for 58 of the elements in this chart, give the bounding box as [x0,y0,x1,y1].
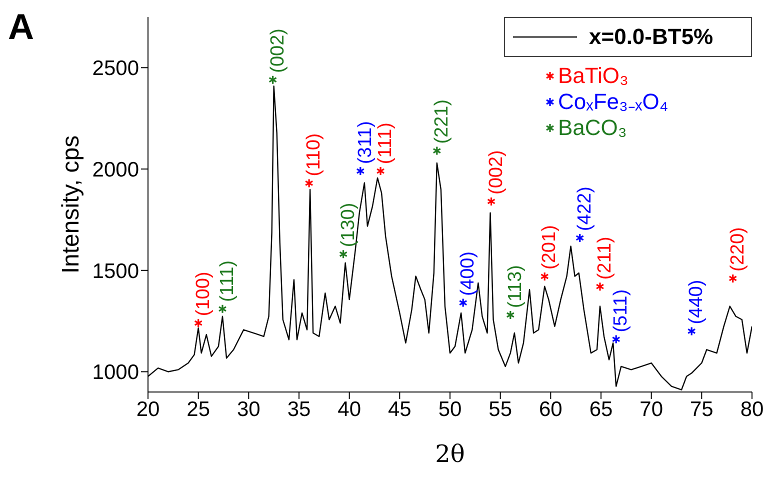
annotation: (110) [304,133,325,176]
point [576,233,584,243]
annotation: (100) [192,272,214,316]
point [218,304,227,314]
x-tick-label: 30 [236,398,260,421]
point [268,75,278,85]
annotation: (111) [216,260,238,302]
point [596,282,604,292]
annotation: (111) [375,122,396,164]
point [612,334,620,344]
annotation: (201) [539,225,560,270]
x-tick-label: 75 [690,398,714,421]
annotation: (002) [486,150,507,194]
annotation: (130) [338,202,359,248]
y-tick-label: 1000 [92,361,139,384]
x-tick-label: 25 [186,398,210,421]
annotation: (422) [574,186,596,231]
x-axis-title: 2θ [435,440,465,468]
y-tick-label: 1500 [92,260,139,283]
point [506,310,515,320]
x-tick-label: 35 [287,398,311,421]
legend-label: x=0.0-BT5% [589,24,714,50]
point [339,249,348,259]
annotation: (211) [594,236,616,280]
x-tick-label: 80 [740,398,764,421]
point [376,166,385,176]
chart-title: A [8,6,34,48]
point [458,298,468,308]
point [432,146,442,156]
legend-label: BaCO₃ [558,115,627,141]
x-tick-label: 45 [388,398,412,421]
x-tick-label: 70 [640,398,664,421]
x-tick-label: 40 [338,398,362,421]
x-tick-label: 50 [438,398,462,421]
annotation: (400) [458,251,479,296]
legend-label: BaTiO₃ [558,63,628,89]
annotation: (511) [610,289,632,332]
x-tick-label: 55 [488,398,512,421]
annotation: (311) [354,121,376,164]
point [486,196,496,206]
point [194,318,203,328]
y-tick-label: 2500 [92,57,139,80]
point [304,178,314,188]
x-tick-label: 20 [136,398,160,421]
annotation: (113) [504,265,526,308]
annotation: (002) [267,28,288,73]
annotation: (221) [431,99,452,144]
annotation: (220) [727,227,748,272]
point [728,274,738,284]
x-tick-label: 65 [589,398,613,421]
legend-label: CoₓFe₃₋ₓO₄ [558,89,668,115]
annotation: (440) [686,280,708,324]
y-tick-label: 2000 [92,158,139,182]
point [540,272,549,282]
point [687,326,696,336]
y-axis-title: Intensity, cps [58,135,85,274]
x-tick-label: 60 [538,398,562,421]
point [356,166,365,176]
